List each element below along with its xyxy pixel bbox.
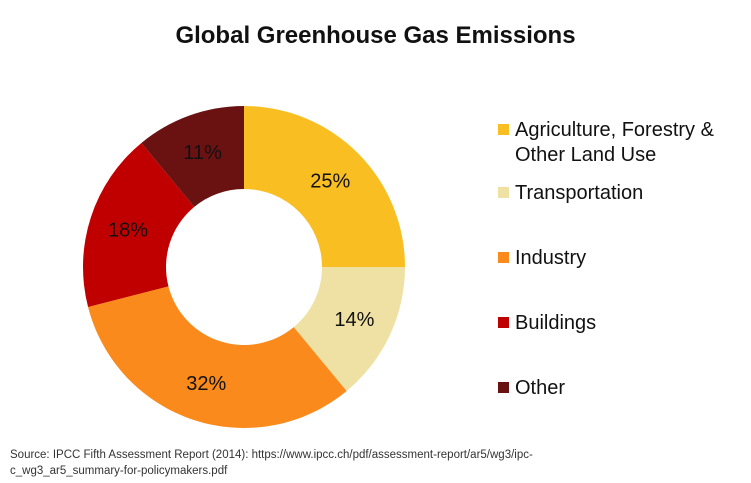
legend-item: Other — [498, 376, 565, 401]
legend-label: Industry — [515, 247, 587, 269]
slice-label: 11% — [183, 142, 222, 164]
source-note: Source: IPCC Fifth Assessment Report (20… — [10, 449, 533, 477]
slice-label: 32% — [186, 373, 226, 395]
slice-label: 25% — [310, 171, 350, 193]
legend-label: Agriculture, Forestry & Other Land Use — [515, 119, 714, 166]
legend-swatch — [498, 187, 509, 198]
legend-item: Agriculture, Forestry & Other Land Use — [498, 118, 714, 168]
legend-label: Transportation — [515, 182, 644, 204]
donut-chart: 25% 14% 32% 18% 11% — [83, 106, 405, 428]
legend-item: Transportation — [498, 181, 643, 206]
slice-label: 18% — [108, 219, 148, 241]
legend-item: Industry — [498, 246, 586, 271]
legend-swatch — [498, 124, 509, 135]
chart-title: Global Greenhouse Gas Emissions — [175, 22, 576, 49]
donut-slice-0 — [244, 106, 405, 267]
slice-label: 14% — [334, 309, 374, 331]
legend-swatch — [498, 252, 509, 263]
donut-slice-3 — [83, 142, 195, 308]
legend-item: Buildings — [498, 311, 596, 336]
donut-slice-2 — [88, 286, 347, 428]
legend-swatch — [498, 382, 509, 393]
donut-slice-1 — [293, 267, 405, 392]
donut-slice-4 — [141, 106, 244, 207]
legend-label: Buildings — [515, 312, 597, 334]
legend-label: Other — [515, 377, 566, 399]
legend-swatch — [498, 317, 509, 328]
